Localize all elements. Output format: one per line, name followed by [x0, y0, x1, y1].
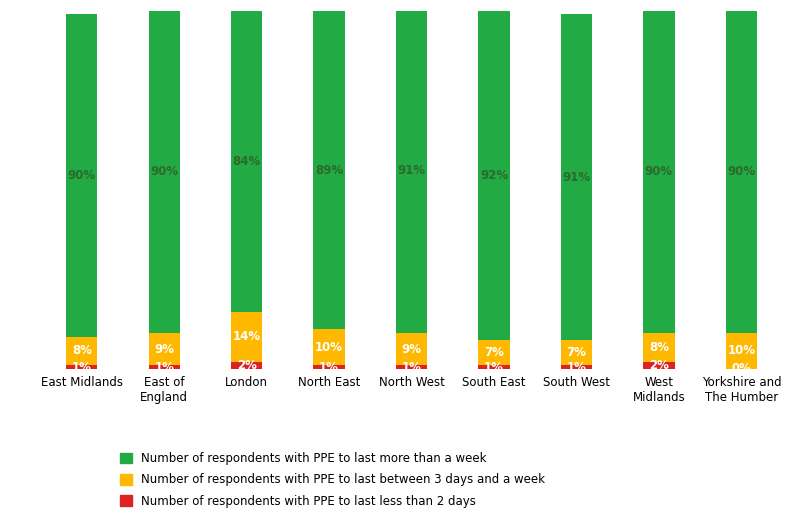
Text: 1%: 1%: [72, 360, 92, 374]
Bar: [643, 333, 675, 362]
Bar: [66, 337, 98, 365]
Text: 10%: 10%: [315, 341, 343, 354]
Bar: [725, 333, 757, 369]
Bar: [396, 333, 427, 365]
Text: 1%: 1%: [567, 360, 587, 374]
Text: 92%: 92%: [480, 169, 508, 182]
Bar: [231, 311, 262, 362]
Text: 7%: 7%: [567, 346, 587, 359]
Bar: [66, 14, 98, 337]
Text: 1%: 1%: [154, 360, 174, 374]
Text: 1%: 1%: [484, 360, 504, 374]
Bar: [479, 340, 510, 365]
Bar: [643, 362, 675, 369]
Text: 90%: 90%: [150, 165, 178, 178]
Text: 90%: 90%: [645, 165, 673, 178]
Bar: [561, 340, 592, 365]
Text: 2%: 2%: [236, 359, 257, 372]
Text: 8%: 8%: [649, 341, 669, 354]
Text: 90%: 90%: [68, 169, 96, 182]
Bar: [148, 11, 180, 333]
Text: 89%: 89%: [315, 163, 343, 177]
Bar: [479, 11, 510, 340]
Bar: [643, 11, 675, 333]
Text: 1%: 1%: [320, 360, 339, 374]
Bar: [231, 11, 262, 311]
Text: 10%: 10%: [727, 345, 755, 357]
Bar: [725, 11, 757, 333]
Text: 14%: 14%: [232, 330, 261, 343]
Bar: [148, 365, 180, 369]
Text: 9%: 9%: [402, 343, 421, 356]
Bar: [313, 365, 345, 369]
Bar: [231, 362, 262, 369]
Text: 8%: 8%: [72, 345, 92, 357]
Text: 7%: 7%: [484, 346, 504, 359]
Text: 90%: 90%: [727, 165, 755, 178]
Bar: [396, 365, 427, 369]
Bar: [313, 329, 345, 365]
Text: 2%: 2%: [649, 359, 669, 372]
Text: 0%: 0%: [731, 363, 751, 375]
Bar: [66, 365, 98, 369]
Bar: [561, 365, 592, 369]
Text: 91%: 91%: [398, 163, 425, 177]
Text: 1%: 1%: [402, 360, 421, 374]
Legend: Number of respondents with PPE to last more than a week, Number of respondents w: Number of respondents with PPE to last m…: [114, 446, 551, 513]
Text: 84%: 84%: [232, 154, 261, 168]
Bar: [396, 7, 427, 333]
Bar: [313, 11, 345, 329]
Text: 9%: 9%: [154, 343, 174, 356]
Bar: [148, 333, 180, 365]
Bar: [479, 365, 510, 369]
Text: 91%: 91%: [562, 171, 591, 184]
Bar: [561, 14, 592, 340]
